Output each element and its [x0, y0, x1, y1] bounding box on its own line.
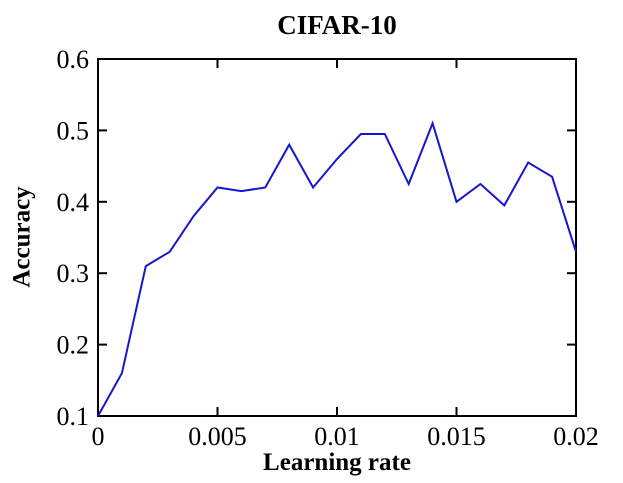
y-tick-label: 0.6 — [57, 45, 90, 74]
y-tick-label: 0.2 — [57, 331, 90, 360]
x-tick-label: 0.015 — [427, 422, 486, 451]
y-tick-label: 0.5 — [57, 116, 90, 145]
y-tick-label: 0.4 — [57, 188, 90, 217]
x-tick-label: 0.01 — [314, 422, 360, 451]
chart-title: CIFAR-10 — [277, 10, 397, 40]
y-tick-label: 0.1 — [57, 402, 90, 431]
y-tick-label: 0.3 — [57, 259, 90, 288]
x-axis-label: Learning rate — [263, 449, 411, 476]
accuracy-line — [97, 120, 577, 417]
plot-frame — [97, 58, 577, 417]
x-tick-label: 0.005 — [188, 422, 247, 451]
x-tick-label: 0 — [92, 422, 105, 451]
x-tick-label: 0.02 — [553, 422, 599, 451]
